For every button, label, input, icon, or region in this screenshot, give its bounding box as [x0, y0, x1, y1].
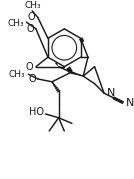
Text: CH₃: CH₃ — [9, 70, 26, 79]
Text: O: O — [25, 62, 33, 72]
Text: N: N — [126, 98, 134, 108]
Text: CH₃: CH₃ — [25, 1, 41, 10]
Text: O: O — [27, 11, 35, 21]
Text: O: O — [26, 24, 34, 34]
Text: HO: HO — [29, 107, 44, 117]
Polygon shape — [55, 62, 59, 67]
Text: O: O — [28, 74, 36, 84]
Text: N: N — [107, 88, 115, 98]
Text: CH₃: CH₃ — [8, 19, 25, 28]
Polygon shape — [70, 71, 83, 76]
